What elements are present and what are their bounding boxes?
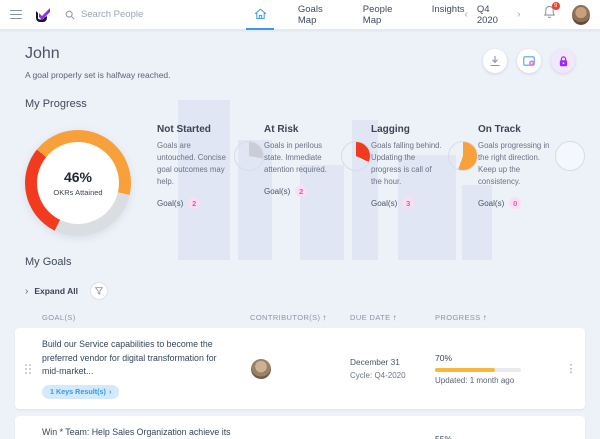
goal-count-badge[interactable]: 2 [188, 197, 201, 210]
search-input[interactable]: Search People [65, 9, 184, 20]
okr-attained-value: 46% [63, 169, 93, 185]
privacy-lock-button[interactable] [551, 49, 575, 73]
progress-bar [435, 367, 521, 372]
tab-home[interactable] [246, 0, 274, 30]
chevron-right-icon: › [108, 387, 112, 397]
app-logo[interactable] [34, 7, 51, 23]
goals-table-header: GOAL(S) CONTRIBUTOR(S) ↑ DUE DATE ↑ PROGRE… [0, 313, 600, 322]
notification-badge: 9 [551, 2, 560, 10]
status-title: Not Started [157, 124, 211, 135]
column-header-due-date[interactable]: DUE DATE ↑ [350, 313, 397, 322]
progress-bar-fill [435, 367, 496, 372]
status-item-on-track: On Track Goals progressing in the right … [478, 124, 585, 236]
page-title: John [25, 45, 60, 62]
menu-icon[interactable] [10, 7, 22, 22]
status-description: Goals in perilous state. Immediate atten… [264, 141, 327, 175]
sort-asc-icon: ↑ [392, 313, 397, 322]
filter-button[interactable] [89, 282, 108, 300]
status-description: Goals progressing in the right direction… [478, 141, 550, 187]
goals-table-body: Build our Service capabilities to become… [0, 328, 600, 439]
expand-chevron-icon: › [25, 285, 29, 297]
header-actions [483, 49, 575, 80]
status-title: On Track [478, 124, 521, 135]
status-description: Goals are untouched. Concise goal outcom… [157, 141, 226, 187]
progress-section-title: My Progress [25, 98, 87, 110]
search-icon [65, 10, 75, 20]
okr-attained-label: OKRs Attained [53, 188, 103, 197]
cycle-label[interactable]: Q4 2020 [476, 3, 498, 26]
goals-label: Goal(s) [264, 186, 291, 196]
cycle-prev-icon[interactable]: ‹ [464, 9, 468, 20]
top-navbar: Search People Goals Map People Map Insig… [0, 0, 600, 30]
okr-donut-chart: 46% OKRs Attained [25, 130, 131, 236]
cycle-selector: ‹ Q4 2020 › [464, 4, 520, 26]
download-button[interactable] [483, 49, 507, 73]
user-avatar[interactable] [571, 4, 590, 25]
page-header-text: John A goal properly set is halfway reac… [25, 45, 171, 80]
bell-icon [543, 5, 555, 19]
nav-items: Goals Map People Map Insights [298, 4, 465, 26]
row-menu-icon[interactable]: ⋮ [565, 363, 577, 376]
status-pie-icon [555, 141, 585, 171]
drag-handle-icon[interactable] [24, 363, 33, 374]
sort-asc-icon: ↑ [482, 313, 488, 322]
page-subtitle: A goal properly set is halfway reached. [25, 70, 171, 80]
contributors-cell [250, 357, 350, 380]
goal-count-badge[interactable]: 3 [402, 197, 415, 210]
expand-all-button[interactable]: Expand All [34, 286, 78, 296]
goal-count-badge[interactable]: 0 [509, 197, 522, 210]
status-pie-icon [341, 141, 371, 171]
search-placeholder: Search People [80, 9, 144, 20]
goal-row[interactable]: Build our Service capabilities to become… [15, 328, 585, 410]
status-title: Lagging [371, 124, 410, 135]
download-icon [490, 55, 500, 66]
status-pie-icon [234, 141, 264, 171]
progress-cell: 55% Updated: 1 month ago [435, 434, 557, 439]
goal-title[interactable]: Build our Service capabilities to become… [42, 339, 217, 377]
filter-icon [94, 287, 103, 295]
column-header-contributors[interactable]: CONTRIBUTOR(S) ↑ [250, 313, 327, 322]
goals-section-title: My Goals [25, 256, 72, 268]
progress-cell: 70% Updated: 1 month ago [435, 353, 557, 385]
cycle-text: Cycle: Q4-2020 [350, 371, 406, 381]
status-pie-icon [448, 141, 478, 171]
key-results-pill[interactable]: 1 Keys Result(s) › [42, 384, 120, 399]
goal-title[interactable]: Win * Team: Help Sales Organization achi… [42, 427, 231, 438]
nav-item-people-map[interactable]: People Map [362, 3, 393, 26]
updated-text: Updated: 1 month ago [435, 375, 515, 385]
nav-item-goals-map[interactable]: Goals Map [297, 3, 323, 26]
status-description: Goals falling behind. Updating the progr… [371, 141, 442, 187]
progress-value: 70% [435, 352, 453, 363]
due-date: December 31 [350, 357, 400, 368]
column-header-goals[interactable]: GOAL(S) [42, 313, 76, 322]
goals-label: Goal(s) [478, 198, 505, 208]
column-header-progress[interactable]: PROGRESS ↑ [435, 313, 488, 322]
cycle-next-icon[interactable]: › [517, 9, 521, 20]
status-item-lagging: Lagging Goals falling behind. Updating t… [371, 124, 478, 236]
add-widget-icon [523, 55, 535, 66]
status-item-at-risk: At Risk Goals in perilous state. Immedia… [264, 124, 371, 236]
goal-count-badge[interactable]: 2 [295, 185, 308, 198]
goal-row[interactable]: Win * Team: Help Sales Organization achi… [15, 416, 585, 439]
status-title: At Risk [264, 124, 299, 135]
goals-label: Goal(s) [157, 198, 184, 208]
add-widget-button[interactable] [517, 49, 541, 73]
nav-item-insights[interactable]: Insights [431, 3, 465, 15]
contributor-avatar[interactable] [250, 357, 272, 380]
home-icon [254, 8, 266, 19]
sort-asc-icon: ↑ [322, 313, 327, 322]
progress-value: 55% [435, 434, 557, 439]
due-date-cell: December 31 Cycle: Q4-2020 [350, 357, 435, 380]
donut-center: 46% OKRs Attained [37, 142, 119, 224]
status-legend: Not Started Goals are untouched. Concise… [157, 124, 585, 236]
notifications-button[interactable]: 9 [543, 2, 560, 24]
goals-label: Goal(s) [371, 198, 398, 208]
status-item-not-started: Not Started Goals are untouched. Concise… [157, 124, 264, 236]
lock-icon [559, 55, 567, 66]
